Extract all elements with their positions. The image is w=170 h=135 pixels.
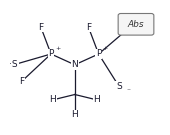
- Text: ⁻: ⁻: [126, 87, 130, 96]
- Text: ·S: ·S: [9, 60, 18, 69]
- Text: P: P: [96, 50, 101, 58]
- FancyBboxPatch shape: [118, 14, 154, 35]
- Text: F: F: [20, 77, 25, 85]
- Text: H: H: [49, 95, 56, 104]
- Text: Abs: Abs: [128, 20, 144, 29]
- Text: N: N: [71, 60, 78, 69]
- Text: F: F: [86, 23, 91, 31]
- Text: H: H: [71, 110, 78, 119]
- Text: H: H: [94, 95, 100, 104]
- Text: F: F: [38, 23, 43, 31]
- Text: P: P: [48, 50, 54, 58]
- Text: +: +: [103, 46, 108, 51]
- Text: +: +: [55, 46, 60, 51]
- Text: S: S: [116, 82, 122, 91]
